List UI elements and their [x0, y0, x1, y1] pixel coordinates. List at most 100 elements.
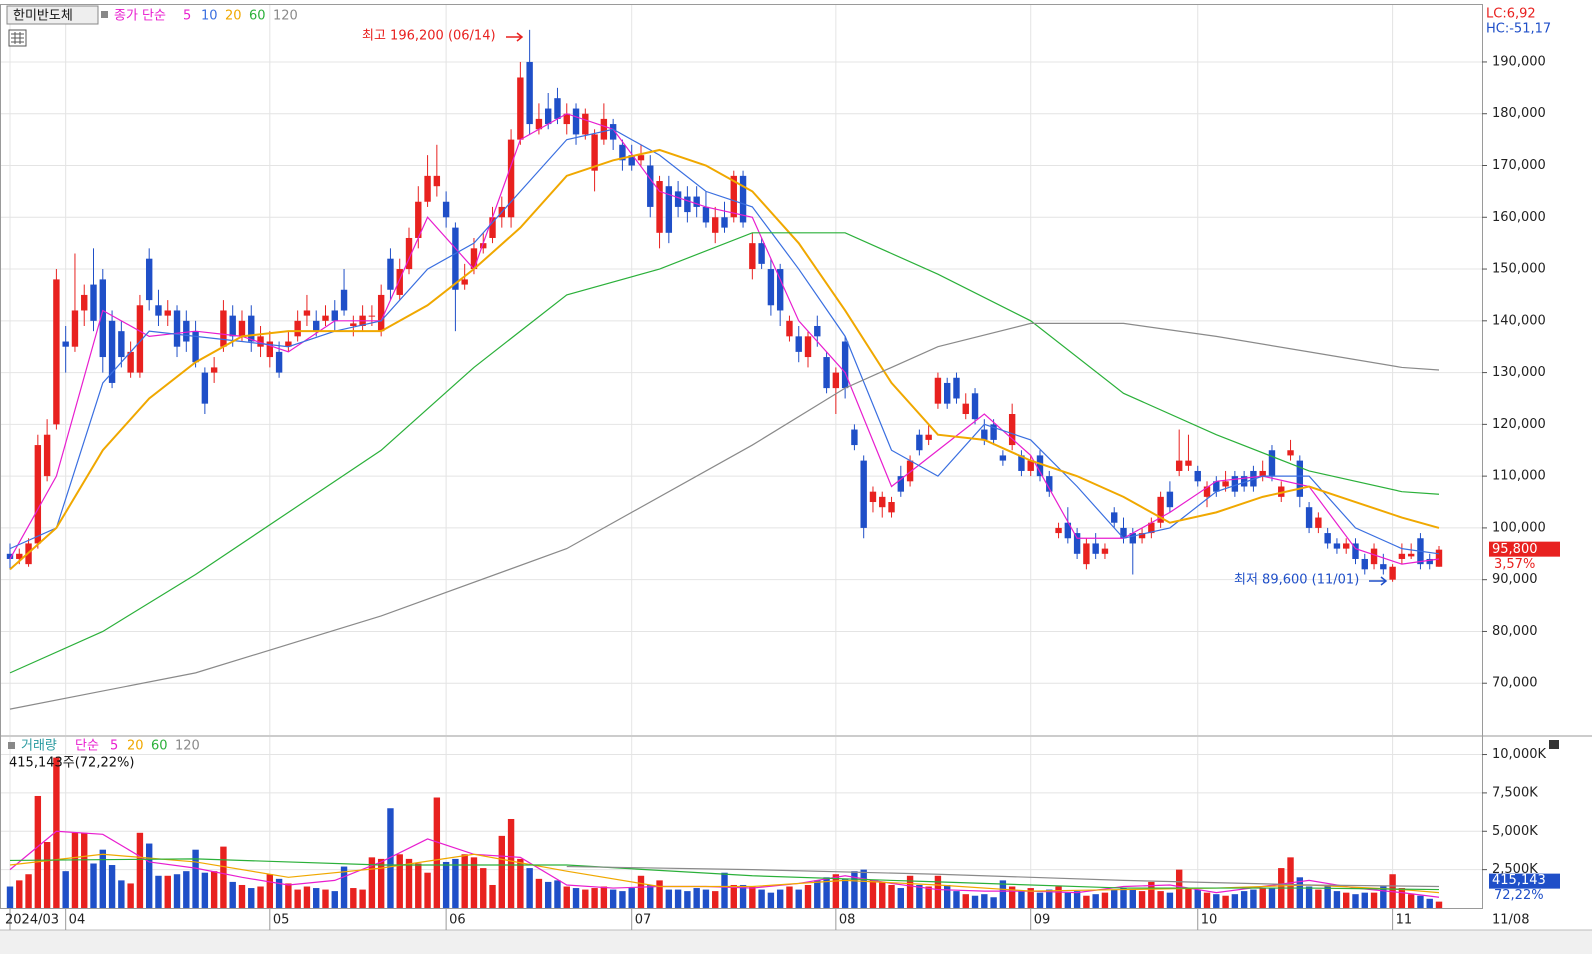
title-box[interactable]: [6, 5, 99, 25]
candle-body: [461, 279, 468, 285]
legend-title: 종가 단순: [114, 9, 166, 24]
y-tick-label: 170,000: [1492, 158, 1546, 173]
volume-bar: [442, 861, 450, 908]
volume-bar: [517, 858, 524, 908]
candle-body: [1389, 566, 1396, 580]
candle-body: [647, 165, 654, 207]
volume-bar: [1407, 894, 1415, 908]
close-button[interactable]: [1549, 740, 1559, 749]
candle-body: [470, 248, 478, 270]
candle-body: [767, 269, 775, 306]
candle-body: [841, 341, 849, 389]
candle-body: [1407, 553, 1415, 557]
volume-title: 거래량: [21, 739, 57, 754]
volume-bar: [832, 874, 840, 908]
table-icon-lines: [11, 32, 24, 44]
candle-body: [1083, 543, 1090, 565]
volume-bar: [1101, 892, 1109, 908]
volume-bar: [1073, 891, 1081, 908]
candle-body: [1203, 486, 1211, 497]
volume-bar: [823, 877, 830, 908]
volume-bar: [220, 846, 227, 908]
legend-entry: 5: [110, 739, 118, 754]
volume-bar: [591, 888, 598, 908]
candle-body: [721, 217, 728, 228]
volume-bar: [860, 869, 867, 908]
scrollbar[interactable]: [0, 930, 1592, 954]
candle-body: [693, 196, 700, 207]
candle-body: [145, 258, 153, 301]
candle-body: [609, 124, 617, 140]
volume-bar: [1092, 894, 1099, 908]
volume-bar: [684, 891, 691, 908]
volume-bar: [879, 881, 886, 908]
y-tick-label: 180,000: [1492, 106, 1546, 121]
volume-bar: [377, 858, 385, 908]
volume-bar: [155, 875, 162, 908]
volume-bar: [795, 889, 802, 908]
legend-entry: 120: [175, 739, 200, 754]
candle-body: [43, 434, 51, 477]
y-tick-label: 2,500K: [1492, 862, 1538, 877]
volume-bar: [934, 875, 942, 908]
candle-body: [712, 217, 719, 233]
volume-bar: [1120, 888, 1127, 908]
volume-bar: [869, 880, 877, 908]
candle-body: [1268, 450, 1276, 477]
candle-body: [331, 310, 338, 321]
candle-body: [415, 201, 422, 238]
volume-bar: [916, 884, 923, 908]
candle-body: [229, 315, 236, 337]
volume-bar: [1389, 874, 1396, 908]
volume-bar: [6, 886, 14, 908]
volume-bar: [1240, 891, 1248, 908]
ma-line: [9, 113, 1440, 565]
candle-body: [220, 310, 227, 347]
volume-bar: [582, 889, 589, 908]
candle-body: [62, 341, 69, 347]
volume-bar: [944, 884, 951, 908]
candle-body: [637, 155, 645, 161]
candle-body: [1231, 476, 1239, 492]
y-tick-label: 7,500K: [1492, 785, 1538, 800]
candle-body: [340, 289, 348, 311]
candle-body: [34, 445, 42, 544]
y-tick-label: 150,000: [1492, 262, 1546, 277]
candle-body: [183, 320, 190, 342]
y-tick-label: 70,000: [1492, 676, 1538, 691]
candle-body: [1315, 517, 1322, 528]
plot-frame: [0, 4, 1483, 909]
candle-body: [823, 357, 830, 389]
volume-info: 415,143주(72,22%): [9, 756, 134, 771]
candle-body: [285, 341, 292, 347]
volume-bar: [275, 878, 283, 908]
volume-bar: [1138, 891, 1146, 908]
volume-bar: [637, 875, 645, 908]
candle-body: [377, 294, 385, 332]
candle-body: [71, 310, 79, 347]
volume-bar: [229, 881, 236, 908]
volume-bar: [925, 886, 932, 908]
candle-body: [1426, 558, 1433, 565]
candle-body: [108, 320, 116, 383]
candle-body: [860, 460, 867, 528]
volume-bar: [1315, 889, 1322, 908]
volume-bar: [498, 835, 505, 908]
x-tick-label: 08: [839, 913, 856, 928]
last-volume-box: [1489, 873, 1560, 889]
candle-body: [1324, 533, 1331, 544]
candle-body: [916, 434, 923, 451]
volume-bar: [600, 886, 608, 908]
candle-body: [1333, 543, 1341, 549]
candle-body: [424, 175, 431, 202]
volume-bar: [990, 897, 997, 908]
legend-entry: 10: [201, 9, 218, 24]
volume-bar: [526, 868, 533, 908]
candle-body: [173, 310, 181, 347]
candle-body: [257, 336, 264, 347]
candle-body: [600, 118, 608, 140]
volume-bar: [786, 886, 793, 908]
candle-body: [322, 315, 329, 321]
volume-bar: [1268, 888, 1276, 908]
